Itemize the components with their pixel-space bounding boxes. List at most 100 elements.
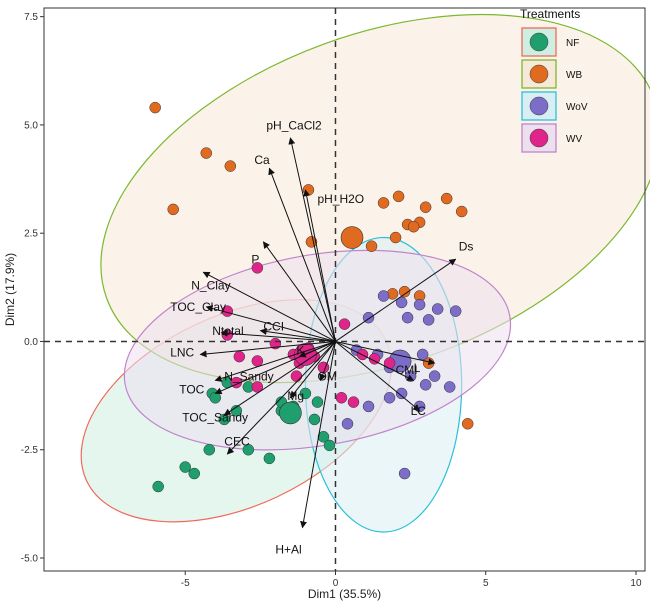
point-wb (440, 192, 453, 205)
point-wov (383, 392, 396, 404)
arrow-toc_sandy (223, 341, 336, 416)
legend-label-nf: NF (566, 38, 579, 49)
arrow-cmi (335, 341, 415, 381)
arrow-ca (268, 167, 336, 342)
point-nf (179, 461, 191, 473)
point-wov (449, 305, 462, 317)
point-wov (377, 290, 390, 302)
point-wv (251, 381, 264, 393)
x-tick-label: 5 (483, 578, 489, 589)
point-wb (461, 418, 474, 430)
y-tick-label: -2.5 (21, 445, 39, 456)
point-wb (398, 285, 411, 298)
arrow-n_sandy (214, 340, 336, 382)
var-label-n_clay: N_Clay (191, 279, 230, 293)
point-wov (428, 370, 441, 382)
point-wb (392, 190, 405, 203)
point-nf (152, 480, 164, 493)
var-label-ntotal: Ntotal (212, 324, 243, 338)
point-wov (419, 379, 432, 391)
point-wb (365, 240, 378, 252)
point-wov (362, 400, 375, 413)
var-label-toc: TOC (179, 382, 204, 396)
var-label-n_sandy: N_Sandy (224, 369, 273, 383)
point-wb (149, 101, 161, 114)
var-label-h+al: H+Al (275, 543, 301, 557)
x-tick-label: -5 (181, 578, 190, 589)
centroid-wb (340, 226, 364, 249)
legend-label-wb: WB (566, 70, 582, 81)
point-wv (368, 353, 381, 365)
arrow-ph_cacl2 (288, 137, 336, 342)
point-nf (323, 439, 336, 452)
point-nf (203, 443, 216, 456)
point-wb (167, 203, 179, 216)
arrow-toc (214, 341, 336, 395)
arrow-lc (335, 341, 421, 412)
x-axis-title: Dim1 (35.5%) (308, 587, 381, 601)
var-label-lc: LC (411, 404, 427, 418)
point-nf (311, 396, 324, 408)
y-tick-label: -5.0 (21, 554, 39, 565)
point-nf (188, 467, 200, 480)
point-wb (224, 160, 237, 172)
point-wb (419, 201, 432, 213)
y-tick-label: 7.5 (24, 12, 38, 23)
point-wb (455, 205, 468, 218)
x-tick-label: 0 (333, 578, 339, 589)
y-tick-label: 5.0 (24, 120, 38, 131)
point-nf (209, 392, 222, 404)
legend-marker-wb (529, 64, 549, 84)
point-wb (200, 147, 213, 159)
point-wov (431, 303, 444, 315)
point-wv (335, 392, 348, 404)
var-label-k: K (296, 343, 304, 357)
point-wov (395, 296, 408, 309)
legend-marker-wv (529, 128, 549, 148)
point-nf (263, 452, 276, 465)
var-label-p: P (251, 253, 259, 267)
point-wov (413, 298, 426, 311)
x-tick-label: 10 (630, 578, 642, 589)
centroid-nf (279, 401, 302, 425)
var-label-ca: Ca (254, 153, 270, 167)
y-tick-label: 0.0 (24, 337, 38, 348)
arrow-toc_clay (205, 305, 336, 342)
arrow-n_clay (202, 271, 336, 342)
point-wv (251, 355, 264, 367)
point-wov (395, 387, 408, 400)
arrow-mg (289, 341, 336, 399)
point-wb (407, 220, 420, 233)
var-label-mg: Mg (287, 389, 304, 403)
var-label-ph_h2o: pH_H2O (317, 192, 364, 206)
y-axis-title: Dim2 (17.9%) (3, 253, 17, 326)
point-wv (251, 262, 264, 274)
point-wb (377, 197, 390, 209)
arrow-p (262, 241, 336, 342)
arrow-ds (335, 258, 457, 342)
legend-title: Treatments (520, 7, 580, 21)
legend-key-wb (521, 59, 557, 89)
arrow-l (335, 340, 436, 366)
point-nf (299, 387, 312, 400)
y-tick-label: 2.5 (24, 229, 38, 240)
legend-marker-wov (529, 96, 549, 116)
point-wv (233, 350, 246, 363)
point-wv (338, 318, 351, 330)
arrow-h+al (300, 341, 336, 529)
arrow-om (319, 341, 336, 382)
var-label-l: L (414, 361, 421, 375)
point-wv (347, 396, 360, 408)
arrow-ntotal (220, 329, 336, 342)
var-label-toc_clay: TOC_Clay (170, 300, 226, 314)
var-label-lnc: LNC (170, 346, 194, 360)
legend-label-wv: WV (566, 134, 582, 145)
axes: -5 0 5 10 -5.0 -2.5 0.0 2.5 5.0 7.5 Dim1 (35.5%) Di… (3, 7, 646, 601)
point-wov (401, 311, 414, 324)
reference-lines (44, 8, 645, 571)
var-label-ds: Ds (459, 240, 474, 254)
legend-label-wov: WoV (566, 102, 588, 113)
arrow-cci (259, 328, 336, 342)
point-wb (389, 231, 402, 244)
